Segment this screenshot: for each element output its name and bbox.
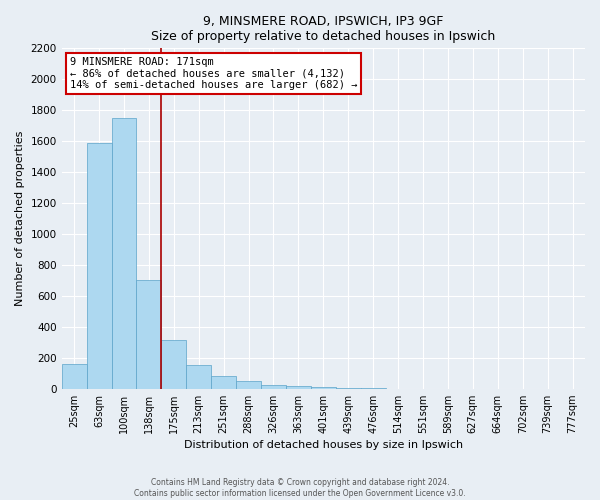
- Bar: [112, 118, 136, 388]
- Bar: [236, 381, 261, 388]
- Bar: [211, 376, 236, 388]
- Bar: [261, 385, 286, 388]
- Title: 9, MINSMERE ROAD, IPSWICH, IP3 9GF
Size of property relative to detached houses : 9, MINSMERE ROAD, IPSWICH, IP3 9GF Size …: [151, 15, 496, 43]
- Bar: [286, 386, 311, 388]
- Y-axis label: Number of detached properties: Number of detached properties: [15, 131, 25, 306]
- Bar: [62, 364, 86, 388]
- Bar: [161, 340, 186, 388]
- Text: Contains HM Land Registry data © Crown copyright and database right 2024.
Contai: Contains HM Land Registry data © Crown c…: [134, 478, 466, 498]
- Bar: [186, 364, 211, 388]
- Text: 9 MINSMERE ROAD: 171sqm
← 86% of detached houses are smaller (4,132)
14% of semi: 9 MINSMERE ROAD: 171sqm ← 86% of detache…: [70, 57, 357, 90]
- X-axis label: Distribution of detached houses by size in Ipswich: Distribution of detached houses by size …: [184, 440, 463, 450]
- Bar: [136, 280, 161, 388]
- Bar: [86, 142, 112, 388]
